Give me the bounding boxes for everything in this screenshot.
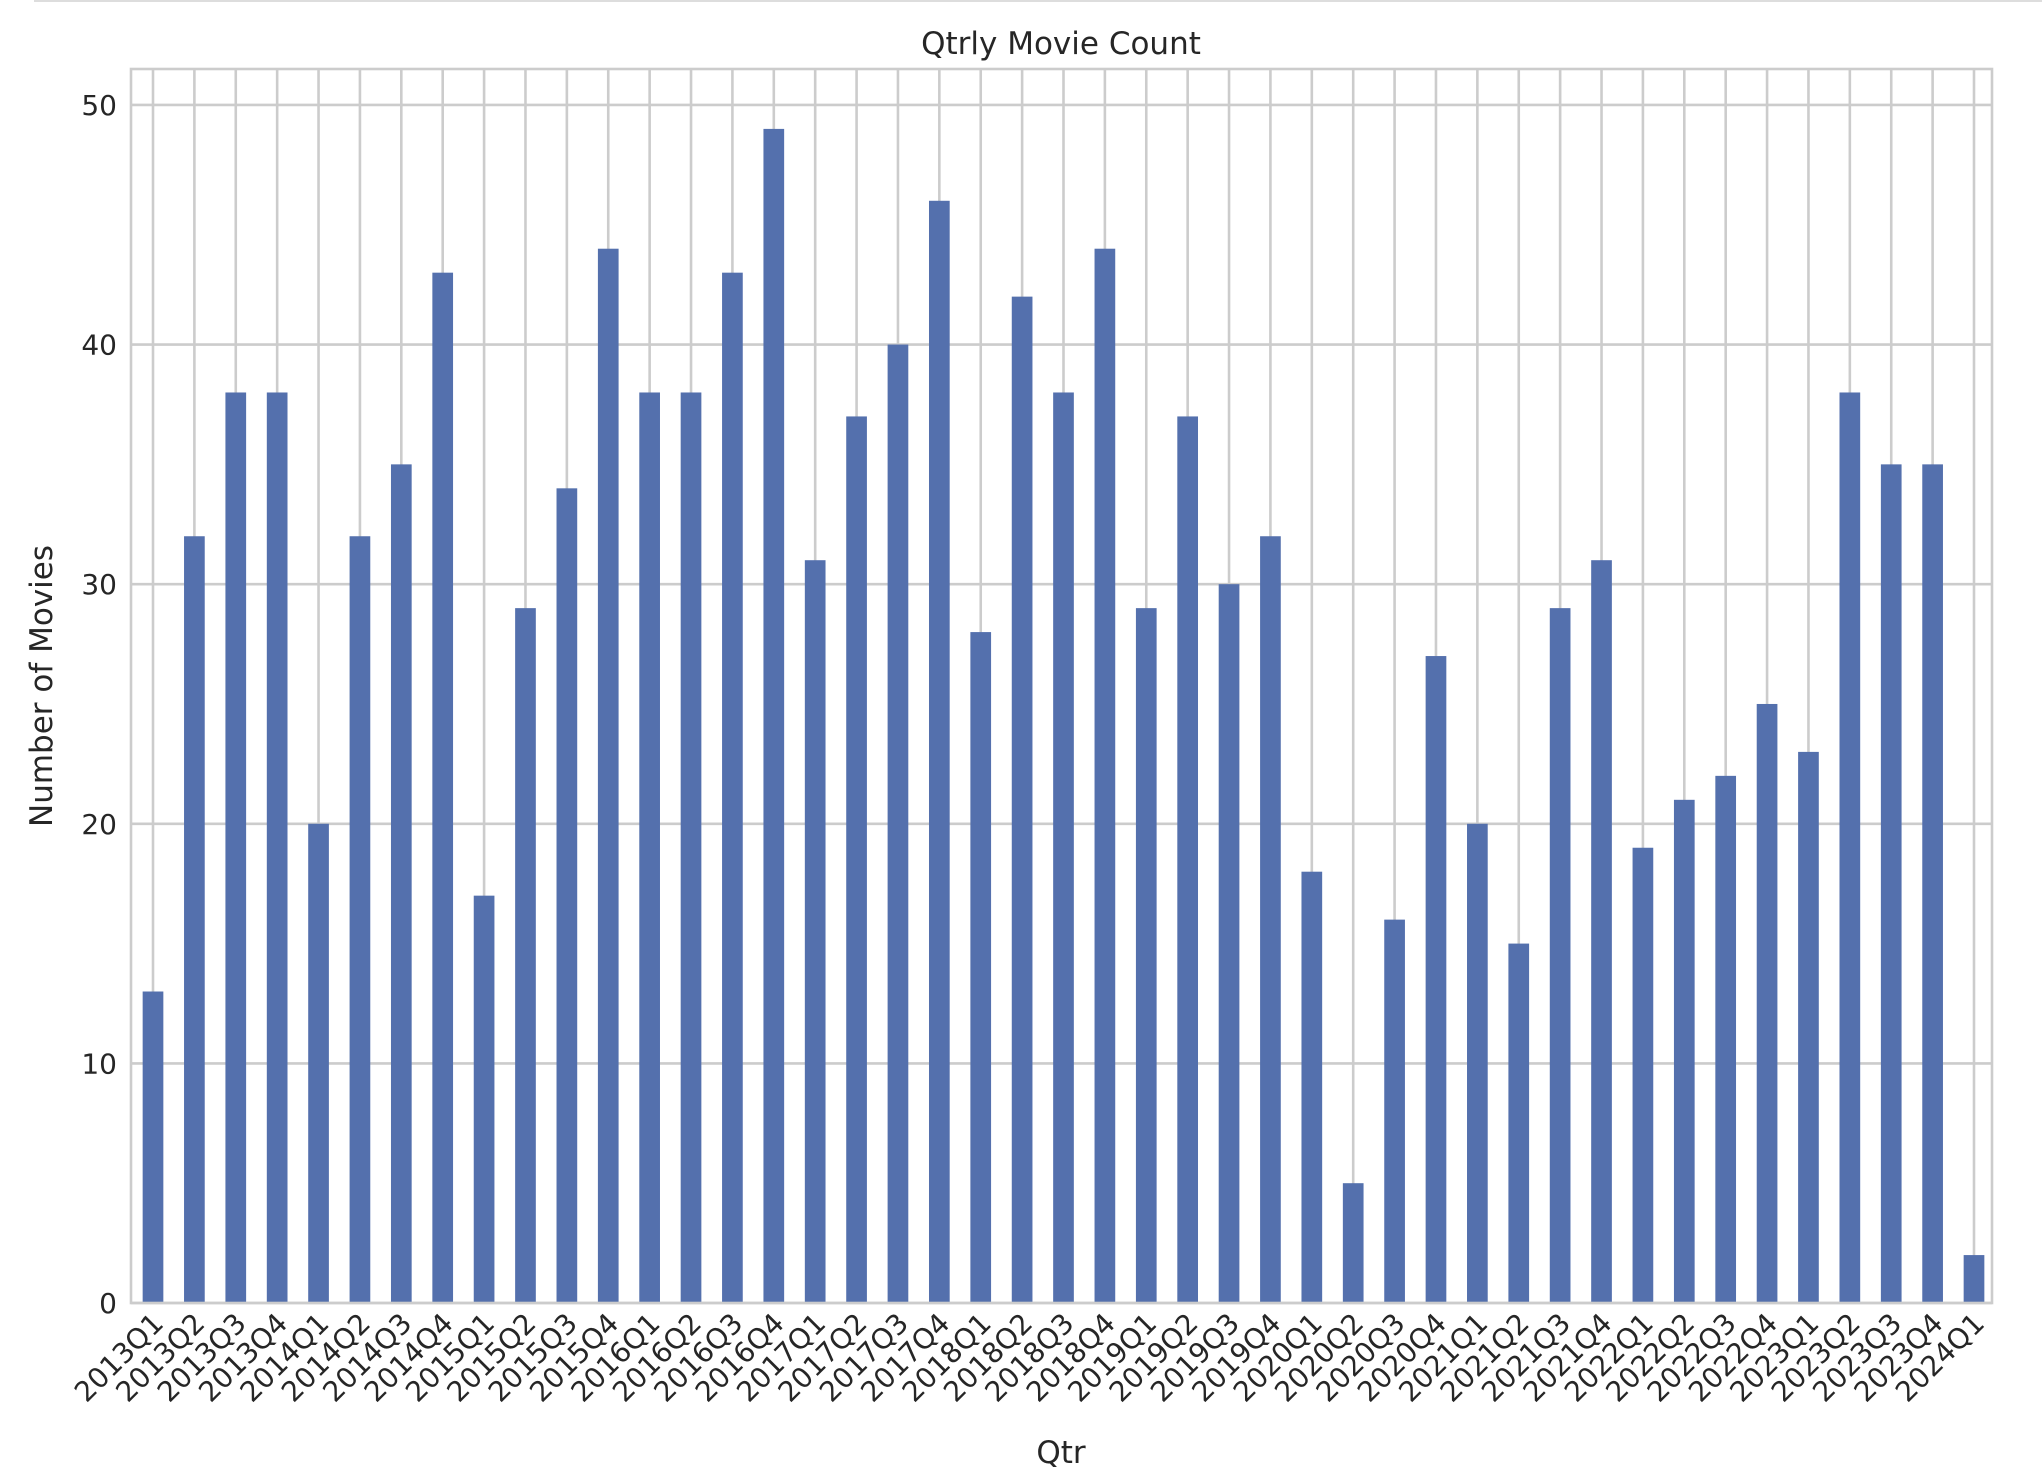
plot-frame <box>129 67 1994 1305</box>
bar-2022Q2 <box>1673 799 1695 1303</box>
y-tick-label: 40 <box>81 329 117 362</box>
bar-2021Q3 <box>1549 608 1571 1303</box>
bar-2019Q3 <box>1218 584 1240 1303</box>
bar-2023Q3 <box>1880 464 1902 1303</box>
bar-2018Q3 <box>1053 392 1074 1304</box>
bar-2017Q4 <box>928 200 950 1304</box>
bar-2014Q4 <box>432 272 454 1303</box>
x-axis-ticks: 2013Q12013Q22013Q32013Q42014Q12014Q22014… <box>68 1307 1991 1409</box>
bar-2015Q1 <box>473 895 495 1303</box>
bar-2018Q4 <box>1094 248 1116 1303</box>
bar-2018Q1 <box>970 632 992 1303</box>
y-tick-label: 30 <box>81 568 117 601</box>
bar-2014Q3 <box>390 464 412 1303</box>
bar-2017Q1 <box>804 560 826 1303</box>
y-tick-label: 20 <box>81 808 117 841</box>
bar-2017Q3 <box>887 344 909 1303</box>
bar-2013Q4 <box>266 392 288 1304</box>
y-tick-label: 0 <box>99 1287 117 1320</box>
bar-2021Q2 <box>1508 943 1530 1303</box>
bar-2020Q1 <box>1301 871 1323 1303</box>
chart-title: Qtrly Movie Count <box>921 26 1201 62</box>
bar-2023Q4 <box>1922 464 1943 1303</box>
bar-2023Q1 <box>1798 751 1819 1303</box>
bar-2017Q2 <box>846 416 867 1303</box>
bar-2016Q1 <box>639 392 660 1304</box>
y-axis-ticks: 0 10 20 30 40 50 <box>81 89 117 1320</box>
y-tick-label: 50 <box>81 89 117 122</box>
bar-2024Q1 <box>1963 1255 1985 1303</box>
bar-2022Q3 <box>1715 775 1737 1303</box>
bar-2023Q2 <box>1839 392 1861 1304</box>
bar-2015Q4 <box>597 248 619 1303</box>
y-axis-label: Number of Movies <box>24 545 60 827</box>
bar-2022Q4 <box>1756 703 1778 1303</box>
bar-2020Q4 <box>1425 656 1447 1303</box>
bar-2016Q2 <box>680 392 702 1304</box>
bar-2016Q3 <box>722 272 743 1303</box>
bar-2022Q1 <box>1632 847 1654 1303</box>
bar-2013Q1 <box>142 991 164 1303</box>
bars <box>142 128 1985 1304</box>
x-axis-label: Qtr <box>1036 1435 1086 1471</box>
bar-2013Q2 <box>184 536 205 1303</box>
bar-2020Q2 <box>1342 1183 1364 1303</box>
bar-2013Q3 <box>225 392 247 1304</box>
bar-2014Q1 <box>308 823 329 1303</box>
bar-2018Q2 <box>1011 296 1033 1303</box>
bar-2020Q3 <box>1384 919 1405 1303</box>
y-tick-label: 10 <box>81 1047 117 1080</box>
bar-2019Q2 <box>1177 416 1199 1303</box>
bar-2014Q2 <box>349 536 371 1303</box>
bar-2021Q4 <box>1591 560 1612 1303</box>
bar-2019Q1 <box>1135 608 1157 1303</box>
bar-2019Q4 <box>1260 536 1281 1303</box>
bar-2021Q1 <box>1467 823 1488 1303</box>
bar-2015Q2 <box>515 608 536 1303</box>
bar-2015Q3 <box>556 488 578 1303</box>
bar-2016Q4 <box>763 128 785 1303</box>
